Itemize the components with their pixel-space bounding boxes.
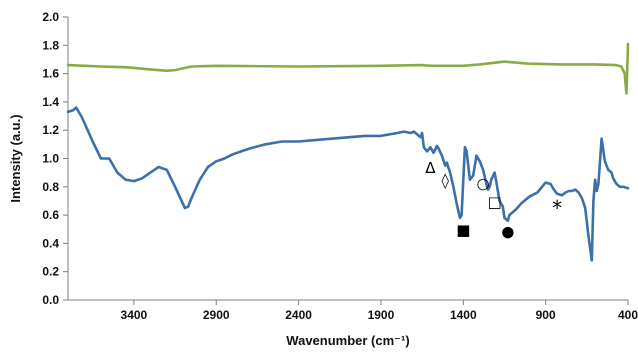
annotation-marker: ● [501, 223, 514, 241]
y-tick-label: 0.2 [42, 265, 59, 279]
y-tick-label: 1.8 [42, 38, 59, 52]
annotation-marker: ◊ [441, 172, 449, 190]
annotation-marker: ○ [477, 174, 490, 192]
x-tick-label: 2900 [203, 308, 230, 322]
y-tick-label: 1.6 [42, 67, 59, 81]
y-tick-label: 1.0 [42, 152, 59, 166]
annotation-marker: ■ [456, 221, 470, 239]
x-tick-label: 2400 [285, 308, 312, 322]
series-line-1 [66, 42, 630, 95]
x-axis-title: Wavenumber (cm⁻¹) [286, 333, 409, 348]
y-tick-label: 0.6 [42, 208, 59, 222]
y-tick-label: 0.8 [42, 180, 59, 194]
annotation-marker: □ [487, 193, 501, 211]
y-tick-label: 2.0 [42, 10, 59, 24]
x-tick-label: 1400 [450, 308, 477, 322]
axes: 0.0 0.2 0.4 0.6 0.8 1.0 1.2 1.4 1.6 1.8 2.0 3400 290… [42, 10, 638, 322]
series-layer [66, 42, 630, 262]
annotation-marker: Δ [425, 159, 436, 177]
x-tick-label: 900 [536, 308, 556, 322]
annotation-marker: * [552, 196, 562, 220]
y-tick-label: 0.4 [42, 236, 59, 250]
y-tick-label: 1.4 [42, 95, 59, 109]
x-tick-label: 1900 [368, 308, 395, 322]
x-tick-label: 3400 [121, 308, 148, 322]
x-tick-label: 400 [618, 308, 638, 322]
y-tick-label: 0.0 [42, 293, 59, 307]
y-axis-title: Intensity (a.u.) [8, 114, 23, 202]
annotations: Δ ◊ ■ ○□● * [425, 159, 562, 241]
series-line-2 [66, 106, 630, 262]
y-tick-label: 1.2 [42, 123, 59, 137]
